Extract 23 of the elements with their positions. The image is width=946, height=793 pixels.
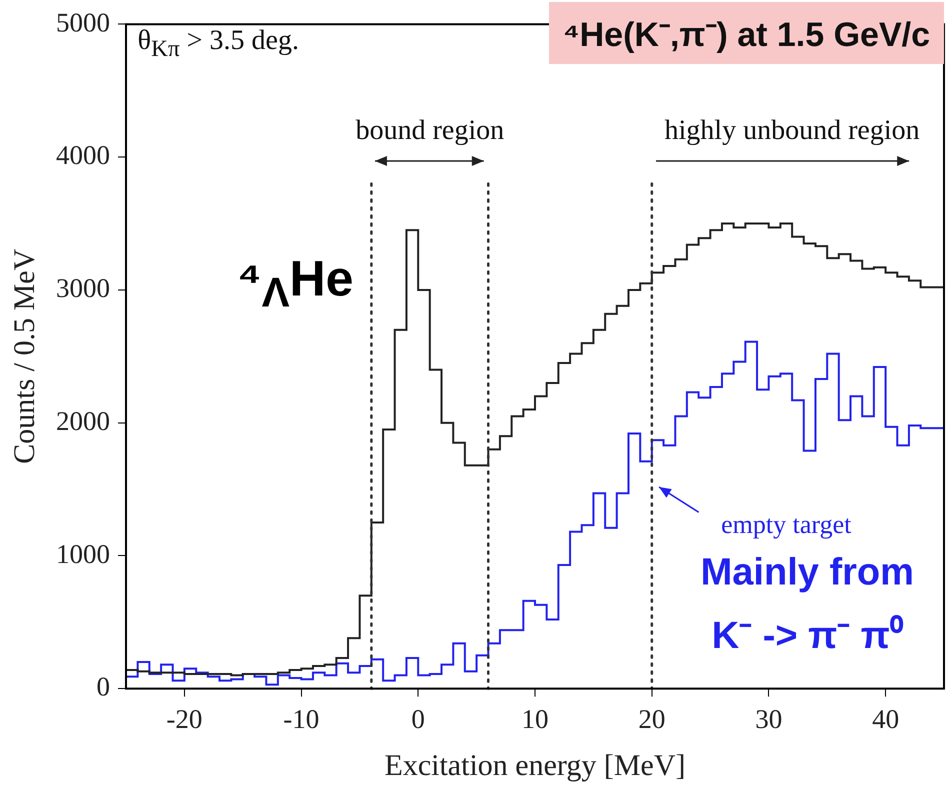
x-tick-label: 10	[522, 704, 548, 734]
annotation: K⁻ -> π⁻ π⁰	[712, 614, 903, 659]
y-tick-label: 0	[96, 672, 110, 702]
x-tick-label: -20	[166, 704, 202, 734]
y-tick-label: 2000	[56, 406, 110, 436]
x-tick-label: 0	[411, 704, 425, 734]
y-axis-title: Counts / 0.5 MeV	[8, 248, 41, 464]
annotation: ⁴$_{Λ}$He	[237, 250, 354, 317]
x-tick-label: 30	[755, 704, 782, 734]
x-axis-title: Excitation energy [MeV]	[384, 748, 686, 782]
annotation: Mainly from	[700, 551, 914, 594]
annotation: highly unbound region	[664, 114, 920, 146]
y-tick-label: 4000	[56, 140, 110, 170]
y-tick-label: 5000	[56, 7, 110, 38]
x-tick-label: 20	[638, 704, 666, 734]
y-tick-label: 1000	[56, 538, 110, 569]
x-tick-label: -10	[283, 704, 320, 734]
chart-title: ⁴He(K⁻,π⁻) at 1.5 GeV/c	[548, 2, 944, 64]
annotation: empty target	[721, 510, 852, 540]
y-tick-label: 3000	[56, 273, 110, 304]
annotation: bound region	[356, 114, 504, 146]
x-tick-label: 40	[872, 704, 900, 734]
annotation: θ$_{Kπ}$ > 3.5 deg.	[138, 25, 299, 63]
